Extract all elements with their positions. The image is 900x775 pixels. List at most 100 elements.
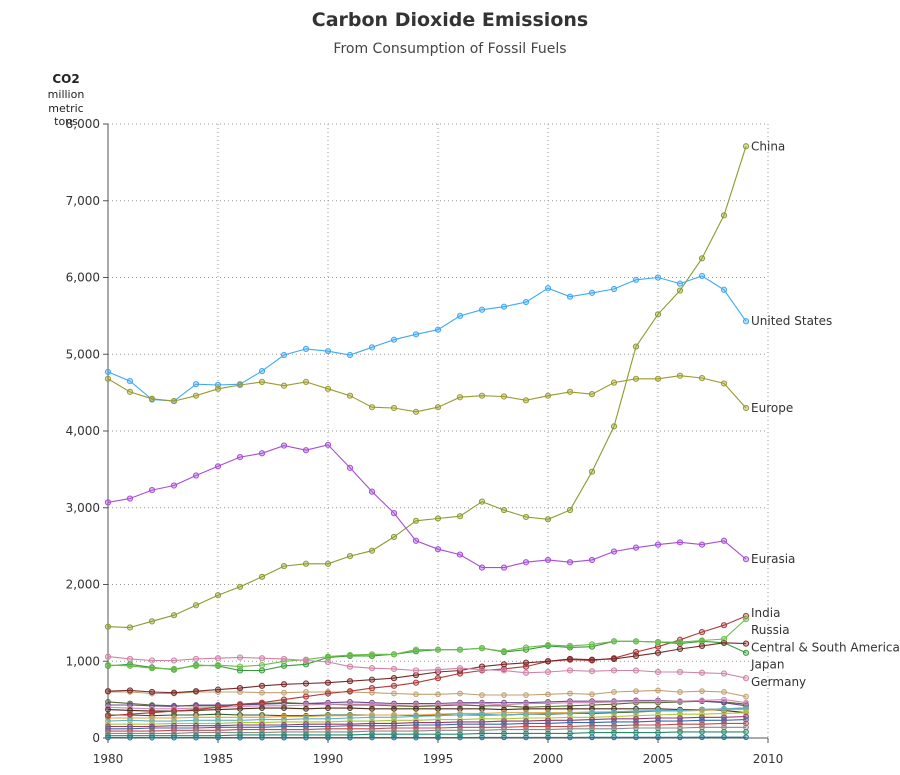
series-europe-point	[368, 404, 376, 411]
series-eurasia-point	[280, 442, 288, 449]
minor-series-12-line	[108, 722, 746, 732]
minor-series-1-point	[721, 689, 727, 695]
series-eurasia-point	[390, 510, 398, 517]
series-germany-point	[566, 667, 574, 674]
minor-series-5-point	[347, 705, 353, 711]
series-eurasia-point	[456, 551, 464, 558]
series-europe-point	[522, 397, 530, 404]
minor-series-1-point	[501, 692, 507, 698]
series-central-south-america-point	[148, 688, 156, 696]
series-united-states-point	[588, 289, 596, 296]
series-germany-point	[478, 666, 486, 673]
minor-series-15-point	[589, 734, 595, 741]
minor-series-15-point	[369, 734, 375, 741]
series-united-states-point	[368, 344, 376, 351]
y-tick-label: 8,000	[66, 117, 100, 131]
minor-series-1-point	[699, 688, 705, 695]
series-eurasia-point	[566, 559, 574, 566]
series-india-point	[236, 701, 244, 708]
series-china-point	[258, 573, 266, 580]
series-europe-point	[258, 378, 266, 385]
series-eurasia-point	[720, 537, 728, 544]
minor-series-5-point	[413, 705, 419, 712]
minor-series-1-point	[523, 692, 529, 698]
series-china-point	[588, 468, 596, 475]
axes: 1980 1985 1990 1995 2000 2005 2010 0 1,000 2,000 3…	[66, 117, 784, 766]
series-india-point	[654, 643, 662, 650]
series-japan-point	[676, 638, 684, 646]
minor-series-15-point	[633, 734, 639, 741]
minor-series-5-point	[259, 705, 265, 711]
series-china-point	[192, 602, 200, 609]
series-eurasia-point	[522, 559, 530, 566]
series-label-india: India	[751, 606, 780, 620]
minor-series-14-point	[655, 729, 661, 736]
y-tick-label: 2,000	[66, 578, 100, 592]
series-label-germany: Germany	[751, 675, 806, 689]
series-united-states-point	[544, 285, 552, 292]
y-axis-label-million: million	[47, 88, 85, 101]
series-germany-line	[107, 656, 747, 679]
series-china-point	[544, 516, 552, 523]
minor-series-15-point	[699, 734, 705, 741]
minor-series-1-point	[589, 691, 595, 698]
series-japan-point	[170, 665, 178, 673]
series-eurasia-line	[107, 444, 747, 569]
minor-series-4-point	[699, 697, 705, 704]
series-eurasia-point	[126, 495, 134, 502]
minor-series-15-point	[149, 734, 155, 741]
series-germany-point	[720, 670, 728, 677]
series-eurasia-point	[170, 482, 178, 489]
series-united-states-point	[632, 276, 640, 283]
series-central-south-america-line	[107, 642, 747, 694]
series-label-united-states: United States	[751, 314, 832, 328]
minor-series-4-point	[457, 701, 463, 708]
series-china-point	[104, 623, 112, 630]
series-china-point	[698, 255, 706, 262]
minor-series-group	[105, 687, 749, 741]
series-europe-point	[412, 408, 420, 415]
series-central-south-america-point	[412, 671, 420, 679]
series-china-point	[390, 533, 398, 541]
minor-series-13-line	[108, 726, 746, 734]
series-eurasia-point	[236, 453, 244, 461]
series-india-point	[148, 709, 156, 716]
minor-series-1-point	[545, 691, 551, 698]
series-eurasia-point	[676, 539, 684, 546]
minor-series-15-point	[391, 734, 397, 741]
series-label-japan: Japan	[750, 657, 784, 671]
minor-series-1-point	[655, 687, 661, 694]
y-tick-label: 0	[92, 731, 100, 745]
minor-series-14-point	[743, 728, 749, 735]
series-germany-point	[544, 668, 552, 676]
series-united-states-point	[522, 298, 530, 306]
series-russia-point	[742, 649, 750, 656]
series-india-point	[214, 704, 222, 711]
series-united-states-point	[104, 368, 112, 376]
series-china-point	[610, 423, 618, 430]
series-china-point	[478, 498, 486, 505]
series-central-south-america-point	[654, 649, 662, 656]
minor-series-4-point	[633, 698, 639, 705]
series-europe-point	[588, 391, 596, 398]
series-united-states-point	[478, 306, 486, 313]
series-japan-point	[324, 653, 332, 660]
series-china-point	[214, 592, 222, 599]
series-germany-point	[588, 668, 596, 675]
series-eurasia-point	[258, 450, 266, 457]
series-europe-point	[104, 375, 112, 382]
y-tick-label: 7,000	[66, 194, 100, 208]
minor-series-15-point	[215, 734, 221, 741]
series-india-point	[698, 628, 706, 636]
minor-series-15-point	[193, 734, 199, 741]
series-central-south-america-point	[236, 685, 244, 692]
series-united-states-point	[434, 326, 442, 333]
series-china-point	[742, 143, 750, 150]
minor-series-6-line	[108, 707, 747, 717]
minor-series-1-line	[108, 689, 747, 698]
series-united-states-point	[192, 381, 200, 388]
minor-series-15-point	[171, 734, 177, 741]
minor-series-5-point	[479, 705, 485, 712]
series-germany-point	[390, 665, 398, 673]
y-axis-label-co2: CO2	[52, 72, 80, 86]
